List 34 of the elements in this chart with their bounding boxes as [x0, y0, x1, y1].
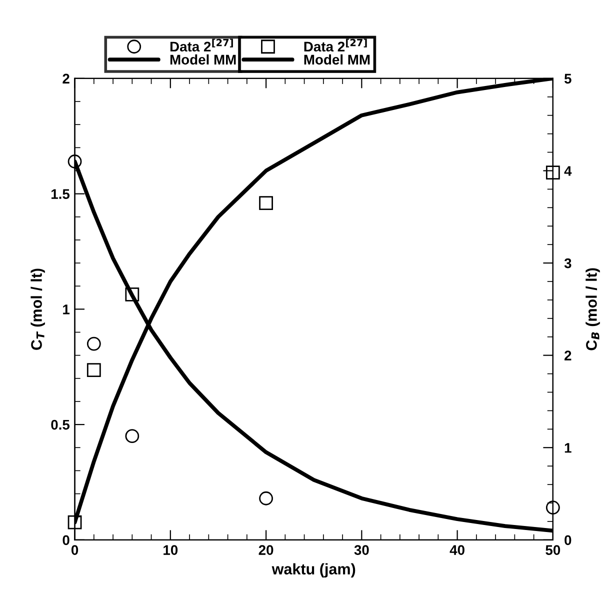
point — [125, 429, 140, 444]
y-tick-label: 1.5 — [51, 189, 70, 199]
y-tick-label: 1 — [63, 304, 70, 314]
point — [546, 166, 560, 180]
point — [86, 363, 101, 378]
x-tick-label: 0 — [71, 545, 78, 555]
x-tick-label: 40 — [450, 545, 464, 555]
point — [259, 196, 273, 210]
point — [259, 491, 273, 506]
y-tick-label: 0.5 — [51, 420, 70, 430]
y2-tick-label: 5 — [564, 74, 572, 84]
x-tick-label: 20 — [258, 545, 274, 555]
x-tick-label: 50 — [546, 545, 560, 555]
y-axis-title: C$_{T}$ (mol / lt) — [30, 268, 45, 350]
legend-label: Model MM — [304, 54, 370, 65]
y2-tick-label: 0 — [564, 535, 572, 546]
x-tick-label: 30 — [354, 545, 369, 555]
x-tick-label: 10 — [164, 545, 178, 555]
point — [68, 515, 82, 530]
y2-axis-title: C$_{B}$ (mol / lt) — [586, 268, 600, 350]
y2-tick-label: 1 — [564, 443, 572, 453]
legend-label: Model MM — [170, 54, 236, 65]
y-tick-label: 0 — [62, 535, 70, 546]
legend-label: Data 2$^{[27]}$ — [170, 38, 233, 52]
point — [546, 500, 560, 515]
point — [125, 287, 140, 302]
y2-tick-label: 2 — [564, 350, 572, 360]
point — [86, 336, 101, 351]
x-axis-title: waktu (jam) — [272, 563, 356, 578]
legend-label: Data 2$^{[27]}$ — [304, 38, 367, 52]
y2-tick-label: 3 — [564, 258, 572, 268]
point — [68, 154, 82, 168]
y2-tick-label: 4 — [564, 166, 572, 176]
y-tick-label: 2 — [62, 74, 70, 84]
